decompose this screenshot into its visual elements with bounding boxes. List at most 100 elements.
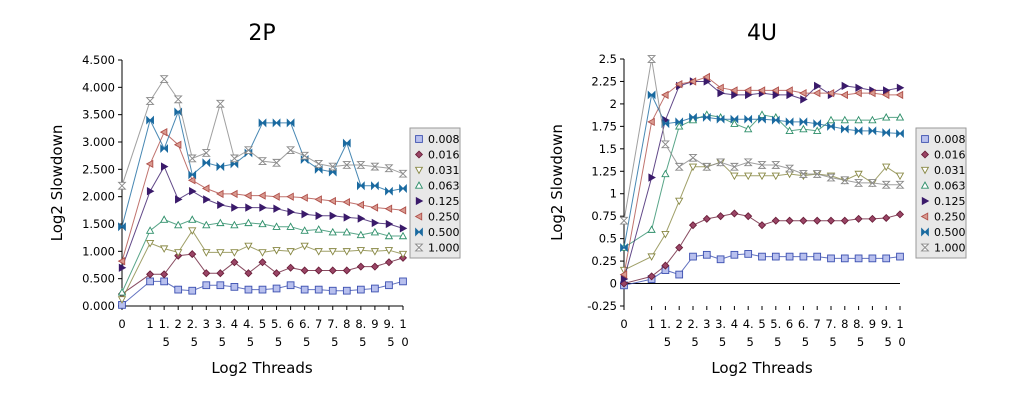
data-point-0.125 [841,81,850,91]
x-tick-label: 4 [231,317,238,331]
data-point-0.250 [384,204,393,213]
data-point-1.000 [258,157,267,165]
data-point-0.016 [230,258,239,267]
y-tick-label: 0.5 [599,232,617,246]
data-point-0.031 [370,248,380,256]
data-point-0.500 [702,112,711,122]
x-tick-label-second-line: 5 [303,335,310,349]
x-tick-label: 8. [355,317,366,331]
data-point-0.250 [300,193,308,202]
data-point-0.125 [385,219,394,229]
data-point-0.063 [356,230,366,239]
x-tick-label: 1 [648,317,655,331]
data-point-0.008 [675,270,684,279]
x-tick-label-second-line: 5 [747,335,754,349]
data-point-1.000 [159,75,169,83]
y-axis-label: Log2 Slowdown [48,125,66,242]
data-point-0.008 [716,255,725,264]
data-point-0.250 [328,196,336,206]
data-point-0.250 [702,72,710,82]
data-point-1.000 [328,162,338,171]
data-point-0.125 [203,195,211,204]
data-point-0.063 [342,227,351,236]
data-point-0.016 [661,261,670,270]
data-point-0.016 [314,266,323,275]
x-tick-label: 4. [243,317,254,331]
data-point-0.125 [786,90,794,100]
data-point-0.125 [329,211,338,220]
data-point-0.125 [703,77,712,86]
data-point-1.000 [342,161,352,169]
legend-marker [414,243,424,252]
data-point-0.063 [398,231,408,240]
x-tick-label-second-line: 5 [387,335,394,349]
data-point-1.000 [272,158,282,167]
data-point-0.250 [286,192,294,201]
data-point-0.500 [896,129,904,139]
data-point-0.125 [855,83,863,92]
y-axis-label: Log2 Slowdown [548,124,566,241]
data-point-0.125 [315,211,324,220]
data-point-0.500 [758,114,766,124]
data-point-0.250 [117,257,126,266]
data-point-0.063 [675,122,684,130]
x-tick-label-second-line: 5 [162,335,169,349]
y-tick-label: 3.500 [82,108,115,122]
data-point-0.063 [661,169,670,178]
data-point-1.000 [117,181,127,190]
data-point-1.000 [716,158,726,167]
data-point-0.125 [160,162,169,171]
data-point-0.125 [146,187,155,196]
data-point-1.000 [286,146,296,155]
legend-marker [921,227,929,237]
legend-label: 0.250 [934,211,966,224]
data-point-0.125 [648,173,656,182]
legend: 0.008 0.016 0.031 0.063 0.125 0.250 0.500 1.000 [915,127,967,259]
data-point-0.250 [771,86,779,95]
data-point-0.063 [258,219,267,228]
data-point-0.250 [881,90,890,100]
data-point-0.063 [868,115,877,124]
data-point-0.031 [744,172,753,181]
data-point-0.500 [399,183,407,193]
data-point-0.500 [216,162,225,172]
x-tick-label-second-line: 5 [219,335,226,349]
data-point-1.000 [881,180,891,189]
data-point-1.000 [867,179,877,187]
data-point-0.016 [647,272,656,281]
x-tick-label: 1. [159,317,170,331]
data-point-0.125 [772,90,781,100]
data-point-0.500 [689,112,697,122]
data-point-0.016 [702,214,711,223]
data-point-0.125 [883,86,891,95]
x-tick-label-second-line: 5 [331,335,338,349]
y-tick-label: 1 [610,187,617,201]
data-point-0.008 [868,254,877,263]
data-point-0.031 [117,296,127,304]
data-point-1.000 [370,162,380,171]
x-tick-label-second-line: 5 [664,335,671,349]
y-tick-label: 0.000 [82,299,115,313]
x-tick-label: 8 [841,317,848,331]
x-tick-label: 6. [299,317,310,331]
legend-label: 0.016 [934,149,966,162]
data-point-0.008 [174,285,183,294]
data-point-0.500 [371,181,379,191]
data-point-0.500 [357,181,365,191]
data-point-0.016 [688,221,698,230]
data-point-1.000 [187,154,197,163]
data-point-0.500 [286,118,295,128]
data-point-0.500 [854,126,863,136]
data-point-0.125 [287,207,295,217]
data-point-0.031 [230,249,239,257]
data-point-0.500 [785,117,794,127]
data-point-0.500 [716,114,725,124]
y-tick-label: 1.500 [82,217,115,231]
data-point-0.250 [716,83,724,92]
legend-label: 1.000 [934,242,966,255]
data-point-0.031 [854,170,863,179]
legend-label: 1.000 [428,242,460,255]
data-point-1.000 [314,160,324,168]
data-point-0.008 [188,286,197,295]
